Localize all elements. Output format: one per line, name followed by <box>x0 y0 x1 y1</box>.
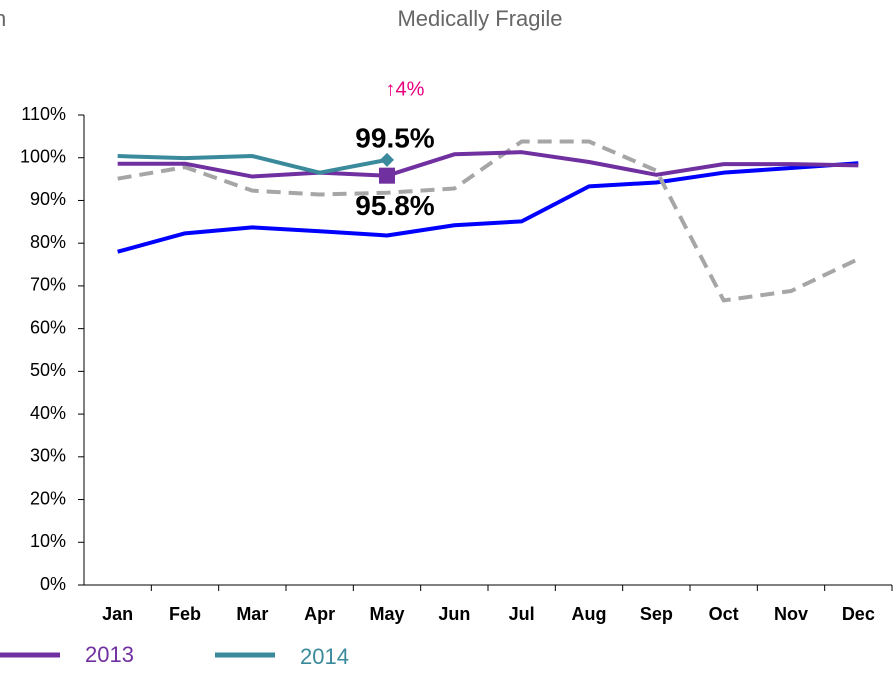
y-tick-label: 30% <box>30 446 66 466</box>
marker <box>380 152 394 167</box>
y-tick-label: 50% <box>30 360 66 380</box>
x-tick-label: Feb <box>169 604 201 624</box>
annotation: ↑4% <box>386 78 425 100</box>
data-label: 95.8% <box>355 190 434 221</box>
x-tick-label: Apr <box>304 604 335 624</box>
x-tick-label: Jan <box>102 604 133 624</box>
y-tick-label: 60% <box>30 317 66 337</box>
line-series <box>117 139 860 303</box>
y-tick-label: 0% <box>40 574 66 594</box>
x-tick-label: Dec <box>842 604 875 624</box>
legend-label: 2014 <box>300 644 349 669</box>
y-tick-label: 90% <box>30 189 66 209</box>
corner-text: n <box>0 6 6 31</box>
x-tick-label: Sep <box>640 604 673 624</box>
x-tick-label: May <box>369 604 404 624</box>
y-tick-label: 70% <box>30 275 66 295</box>
x-tick-label: Oct <box>709 604 739 624</box>
x-tick-label: Jun <box>438 604 470 624</box>
y-tick-label: 20% <box>30 488 66 508</box>
data-label: 99.5% <box>355 122 434 153</box>
line-series <box>117 150 859 179</box>
chart-title: Medically Fragile <box>397 6 562 31</box>
x-tick-label: Mar <box>236 604 268 624</box>
line-series <box>117 154 388 175</box>
marker <box>379 167 395 184</box>
y-tick-label: 80% <box>30 232 66 252</box>
y-tick-label: 100% <box>20 146 66 166</box>
y-tick-label: 40% <box>30 403 66 423</box>
x-tick-label: Aug <box>572 604 607 624</box>
x-tick-label: Jul <box>509 604 535 624</box>
y-tick-label: 10% <box>30 531 66 551</box>
line-series <box>117 161 859 254</box>
legend-label: 2013 <box>85 642 134 667</box>
y-tick-label: 110% <box>21 104 66 124</box>
x-tick-label: Nov <box>774 604 808 624</box>
